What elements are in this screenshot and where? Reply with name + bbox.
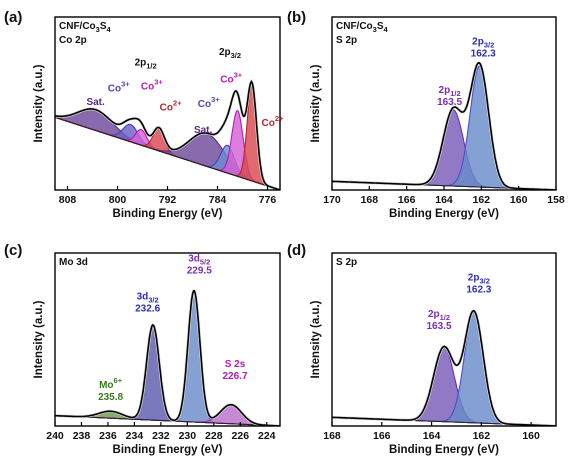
x-tick-label: 164 — [435, 194, 453, 206]
panel-label: (c) — [4, 242, 22, 259]
x-tick-label: 784 — [209, 194, 227, 206]
inset-label: Co 2p — [59, 35, 87, 46]
x-ticks: 168 166 164 162 160 — [323, 422, 540, 442]
peak-value: 163.5 — [437, 97, 462, 108]
peak-annotation: 3d5/2 — [188, 254, 210, 267]
x-tick-label: 230 — [179, 430, 197, 442]
x-tick-label: 164 — [423, 430, 441, 442]
x-ticks: 170 168 166 164 162 160 158 — [323, 186, 565, 206]
x-axis-label: Binding Energy (eV) — [389, 444, 499, 456]
plot-area — [332, 61, 556, 190]
y-axis-label: Intensity (a.u.) — [310, 64, 322, 142]
x-tick-label: 808 — [59, 194, 77, 206]
peak-annotation: Co3+ — [220, 71, 243, 86]
peak-annotation: 2p3/2 — [472, 37, 494, 50]
peak-0 — [332, 109, 556, 190]
x-tick-label: 232 — [152, 430, 170, 442]
x-tick-label: 158 — [547, 194, 565, 206]
peak-value: 163.5 — [427, 321, 452, 332]
peak-annotation: Co3+ — [108, 79, 131, 94]
plot-area — [332, 309, 556, 426]
peak-annotation: 3d3/2 — [137, 292, 159, 305]
x-tick-label: 240 — [46, 430, 64, 442]
inset-label: CNF/Co3S4 — [336, 21, 389, 34]
peak-annotation: 2p1/2 — [428, 309, 450, 322]
panel-c: 240 238 236 234 232 230 228 226 224 Binding Energ… — [4, 242, 281, 456]
x-tick-label: 168 — [361, 194, 379, 206]
y-axis-label: Intensity (a.u.) — [310, 300, 322, 378]
peak-annotation: 2p3/2 — [219, 47, 241, 60]
x-tick-label: 166 — [373, 430, 391, 442]
envelope-line — [55, 289, 280, 426]
peak-annotation: 2p1/2 — [439, 85, 461, 98]
panel-a: 808 800 792 784 776 Binding Energy (eV) Intens… — [4, 9, 284, 220]
peak-value: 226.7 — [222, 371, 247, 382]
inset-label: S 2p — [336, 35, 357, 46]
x-tick-label: 238 — [73, 430, 91, 442]
peak-value: 235.8 — [98, 392, 123, 403]
peak-annotation: 2p3/2 — [468, 273, 490, 286]
background-line — [55, 116, 280, 190]
peak-value: 162.3 — [471, 49, 496, 60]
inset-label: Mo 3d — [59, 257, 88, 268]
x-tick-label: 162 — [473, 194, 491, 206]
x-tick-label: 160 — [510, 194, 528, 206]
x-tick-label: 236 — [99, 430, 117, 442]
background-line — [55, 415, 280, 426]
peak-0 — [332, 346, 556, 426]
x-tick-label: 776 — [259, 194, 277, 206]
peak-annotation: Mo6+ — [99, 376, 123, 391]
envelope-line — [55, 80, 280, 190]
x-axis-label: Binding Energy (eV) — [389, 208, 499, 220]
x-tick-label: 168 — [323, 430, 341, 442]
peak-annotation: Sat. — [194, 125, 213, 136]
x-ticks: 240 238 236 234 232 230 228 226 224 — [46, 422, 276, 442]
plot-area — [55, 78, 280, 190]
panel-d: 168 166 164 162 160 Binding Energy (eV) Intens… — [287, 242, 557, 456]
envelope-line — [332, 309, 556, 426]
raw-data-line — [55, 289, 280, 426]
x-tick-label: 792 — [159, 194, 177, 206]
inset-label: S 2p — [336, 257, 357, 268]
x-tick-label: 800 — [109, 194, 127, 206]
peak-value: 232.6 — [135, 304, 160, 315]
peak-value: 162.3 — [466, 285, 491, 296]
peak-annotation: Co2+ — [262, 114, 285, 129]
panel-label: (d) — [287, 242, 306, 259]
x-tick-label: 160 — [522, 430, 540, 442]
x-tick-label: 170 — [323, 194, 341, 206]
y-axis-label: Intensity (a.u.) — [33, 300, 45, 378]
x-tick-label: 228 — [205, 430, 223, 442]
x-tick-label: 166 — [398, 194, 416, 206]
plot-area — [55, 289, 280, 426]
peak-annotation: Co3+ — [141, 78, 164, 93]
inset-label: CNF/Co3S4 — [59, 21, 112, 34]
x-tick-label: 234 — [126, 430, 144, 442]
peak-annotation: 2p1/2 — [135, 57, 157, 70]
x-tick-label: 162 — [473, 430, 491, 442]
peak-annotation: S 2s — [225, 359, 246, 370]
peak-annotation: Co2+ — [160, 98, 183, 113]
peak-annotation: Sat. — [86, 97, 105, 108]
panel-label: (a) — [4, 9, 22, 26]
panel-b: 170 168 166 164 162 160 158 Binding Energy (eV)… — [287, 9, 565, 220]
x-tick-label: 224 — [258, 430, 276, 442]
x-ticks: 808 800 792 784 776 — [59, 186, 277, 206]
panel-label: (b) — [287, 9, 306, 26]
peak-2 — [55, 290, 280, 426]
x-axis-label: Binding Energy (eV) — [113, 444, 223, 456]
plot-frame — [331, 252, 557, 427]
x-tick-label: 226 — [232, 430, 250, 442]
y-axis-label: Intensity (a.u.) — [33, 64, 45, 142]
x-axis-label: Binding Energy (eV) — [113, 208, 223, 220]
plot-frame — [54, 252, 281, 427]
peak-annotation: Co3+ — [198, 95, 221, 110]
peak-value: 229.5 — [187, 266, 212, 277]
